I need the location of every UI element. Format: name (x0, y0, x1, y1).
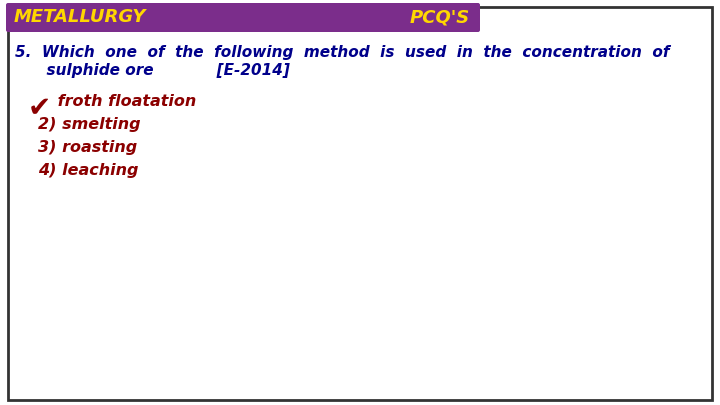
Text: sulphide ore            [E-2014]: sulphide ore [E-2014] (15, 63, 290, 78)
Text: 4) leaching: 4) leaching (38, 163, 138, 178)
FancyBboxPatch shape (8, 7, 712, 400)
Text: 5.  Which  one  of  the  following  method  is  used  in  the  concentration  of: 5. Which one of the following method is … (15, 45, 670, 60)
Text: ✔: ✔ (28, 94, 51, 122)
Text: METALLURGY: METALLURGY (14, 9, 146, 26)
Text: froth floatation: froth floatation (52, 94, 197, 109)
FancyBboxPatch shape (6, 3, 480, 32)
Text: 3) roasting: 3) roasting (38, 140, 138, 155)
Text: 2) smelting: 2) smelting (38, 117, 140, 132)
Text: PCQ'S: PCQ'S (410, 9, 470, 26)
